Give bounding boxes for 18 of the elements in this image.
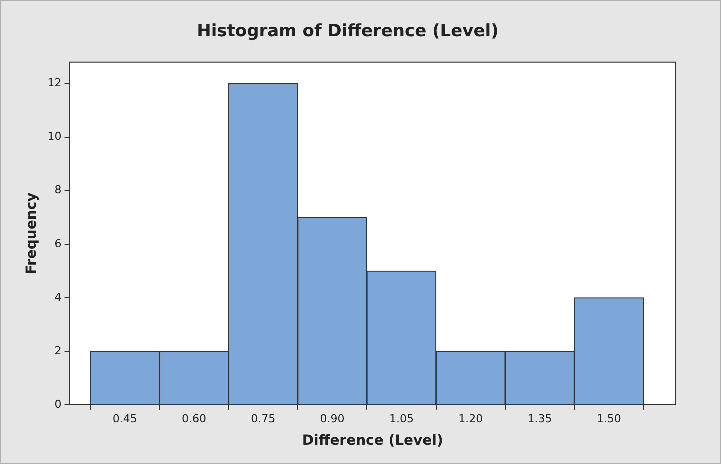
chart-title: Histogram of Difference (Level) bbox=[197, 22, 499, 42]
x-tick-label: 1.05 bbox=[389, 412, 414, 426]
y-axis-title: Frequency bbox=[24, 192, 40, 275]
y-tick-label: 0 bbox=[54, 398, 62, 411]
y-tick-label: 12 bbox=[48, 76, 62, 90]
y-tick-label: 4 bbox=[54, 290, 62, 304]
y-tick-label: 8 bbox=[54, 184, 62, 197]
y-tick-label: 6 bbox=[54, 237, 62, 250]
x-axis-title: Difference (Level) bbox=[302, 433, 444, 450]
x-tick-label: 0.75 bbox=[251, 412, 276, 426]
x-tick-label: 0.90 bbox=[320, 412, 345, 426]
x-tick-label: 1.35 bbox=[528, 412, 552, 426]
x-tick-label: 1.20 bbox=[458, 412, 484, 426]
x-tick-label: 1.50 bbox=[596, 412, 622, 426]
x-tick-label: 0.60 bbox=[182, 412, 207, 426]
y-tick-label: 2 bbox=[54, 344, 62, 358]
y-tick-label: 10 bbox=[48, 130, 62, 144]
x-tick-label: 0.45 bbox=[112, 412, 138, 426]
